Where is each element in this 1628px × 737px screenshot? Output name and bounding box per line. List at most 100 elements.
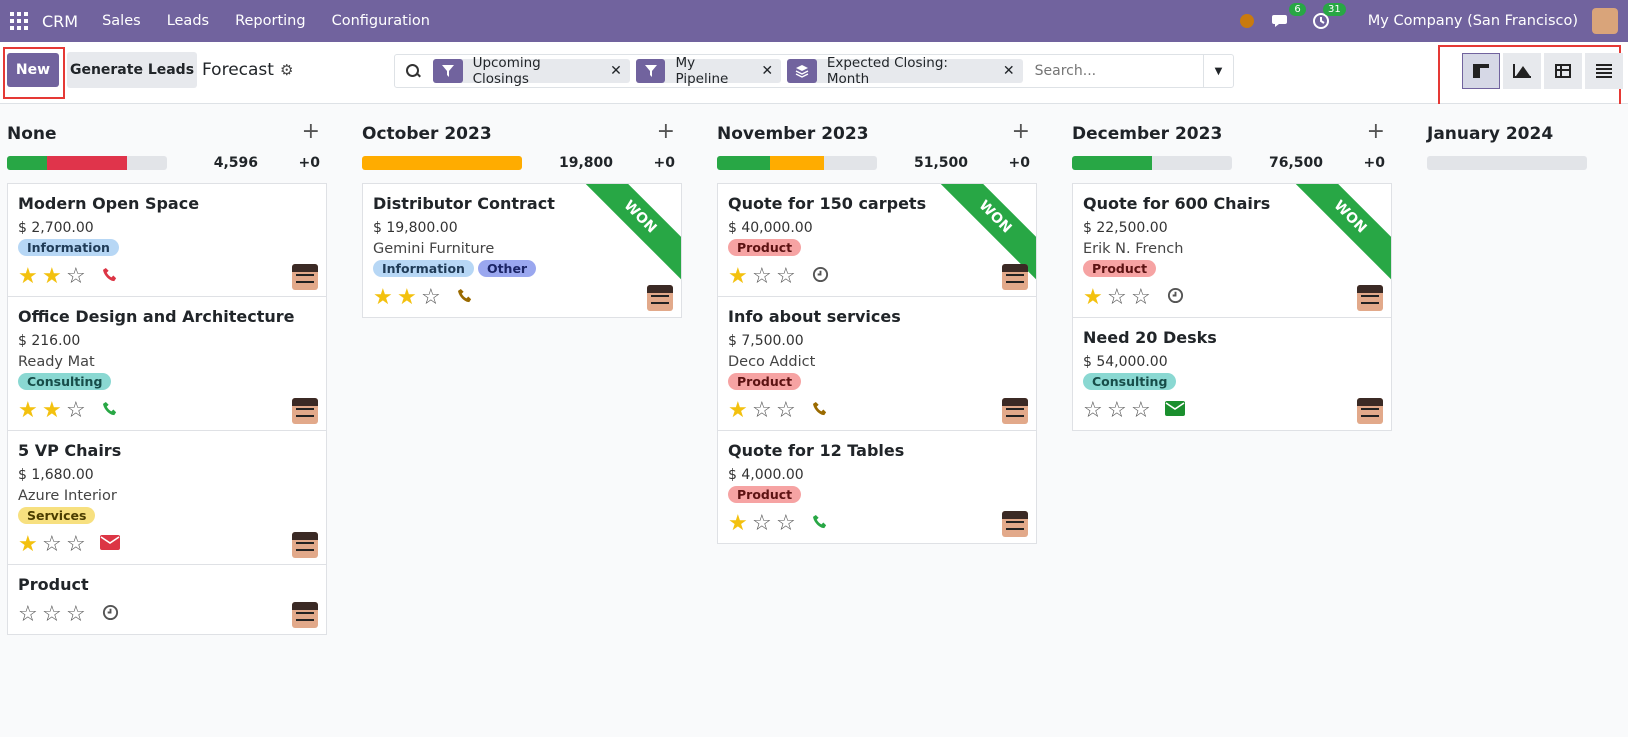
column-title[interactable]: October 2023 — [362, 124, 492, 144]
clock-icon[interactable] — [810, 266, 830, 287]
priority-star-icon[interactable]: ☆ — [776, 263, 796, 289]
envelope-icon[interactable] — [100, 534, 120, 554]
company-switcher[interactable]: My Company (San Francisco) — [1367, 13, 1578, 29]
progress-segment[interactable] — [362, 156, 522, 170]
progress-segment[interactable] — [7, 156, 47, 170]
new-button[interactable]: New — [7, 53, 59, 87]
priority-star-icon[interactable]: ☆ — [18, 601, 38, 627]
phone-icon[interactable] — [810, 401, 830, 420]
messages-icon[interactable]: 6 — [1270, 3, 1306, 32]
phone-icon[interactable] — [100, 267, 120, 286]
priority-star-icon[interactable]: ☆ — [66, 263, 86, 289]
close-icon[interactable]: ✕ — [1002, 63, 1015, 79]
phone-icon[interactable] — [810, 514, 830, 533]
add-card-icon[interactable]: + — [656, 119, 675, 144]
priority-star-icon[interactable]: ☆ — [1107, 397, 1127, 423]
progress-segment[interactable] — [717, 156, 770, 170]
column-progress-bar[interactable] — [1072, 156, 1232, 170]
priority-star-icon[interactable]: ☆ — [752, 263, 772, 289]
phone-icon[interactable] — [455, 288, 475, 307]
priority-star-icon[interactable]: ☆ — [42, 601, 62, 627]
search-icon[interactable] — [405, 63, 421, 79]
menu-sales[interactable]: Sales — [102, 13, 141, 29]
priority-star-icon[interactable]: ★ — [42, 263, 62, 289]
kanban-card[interactable]: Quote for 12 Tables $ 4,000.00 Product ★ ☆ ☆ — [717, 430, 1037, 544]
add-card-icon[interactable]: + — [301, 119, 320, 144]
app-brand[interactable]: CRM — [42, 11, 79, 31]
search-input[interactable] — [1034, 63, 1233, 79]
clock-icon[interactable] — [1165, 287, 1185, 308]
priority-star-icon[interactable]: ★ — [728, 397, 748, 423]
priority-star-icon[interactable]: ★ — [1083, 284, 1103, 310]
column-progress-bar[interactable] — [1427, 156, 1587, 170]
progress-segment[interactable] — [47, 156, 127, 170]
priority-star-icon[interactable]: ☆ — [752, 397, 772, 423]
priority-star-icon[interactable]: ☆ — [1131, 397, 1151, 423]
add-card-icon[interactable]: + — [1011, 119, 1030, 144]
list-view-button[interactable] — [1585, 53, 1623, 89]
pivot-view-button[interactable] — [1544, 53, 1582, 89]
salesperson-avatar[interactable] — [292, 602, 318, 628]
column-title[interactable]: None — [7, 124, 57, 144]
salesperson-avatar[interactable] — [1357, 398, 1383, 424]
priority-star-icon[interactable]: ★ — [397, 284, 417, 310]
graph-view-button[interactable] — [1503, 53, 1541, 89]
activities-clock-icon[interactable]: 31 — [1310, 3, 1346, 32]
kanban-card[interactable]: Office Design and Architecture $ 216.00 Re… — [7, 296, 327, 431]
priority-star-icon[interactable]: ☆ — [776, 397, 796, 423]
priority-star-icon[interactable]: ★ — [373, 284, 393, 310]
priority-star-icon[interactable]: ★ — [18, 397, 38, 423]
column-title[interactable]: November 2023 — [717, 124, 869, 144]
priority-star-icon[interactable]: ★ — [728, 263, 748, 289]
priority-star-icon[interactable]: ☆ — [42, 531, 62, 557]
menu-configuration[interactable]: Configuration — [331, 13, 430, 29]
close-icon[interactable]: ✕ — [761, 63, 774, 79]
clock-icon[interactable] — [100, 604, 120, 625]
salesperson-avatar[interactable] — [1002, 511, 1028, 537]
kanban-card[interactable]: Product ☆ ☆ ☆ — [7, 564, 327, 635]
priority-star-icon[interactable]: ★ — [728, 510, 748, 536]
priority-star-icon[interactable]: ☆ — [421, 284, 441, 310]
salesperson-avatar[interactable] — [292, 264, 318, 290]
column-progress-bar[interactable] — [362, 156, 522, 170]
close-icon[interactable]: ✕ — [610, 63, 622, 79]
column-progress-bar[interactable] — [717, 156, 877, 170]
priority-star-icon[interactable]: ★ — [18, 531, 38, 557]
priority-star-icon[interactable]: ★ — [42, 397, 62, 423]
priority-star-icon[interactable]: ☆ — [1131, 284, 1151, 310]
salesperson-avatar[interactable] — [292, 398, 318, 424]
kanban-card[interactable]: WON Quote for 600 Chairs $ 22,500.00 Erik N… — [1072, 183, 1392, 318]
column-progress-bar[interactable] — [7, 156, 167, 170]
kanban-card[interactable]: Info about services $ 7,500.00 Deco Addict… — [717, 296, 1037, 431]
debug-icon[interactable] — [1239, 14, 1254, 28]
search-options-caret-icon[interactable]: ▼ — [1203, 55, 1233, 87]
salesperson-avatar[interactable] — [1002, 398, 1028, 424]
apps-menu-icon[interactable] — [10, 12, 28, 30]
kanban-card[interactable]: Need 20 Desks $ 54,000.00 Consulting ☆ ☆ ☆ — [1072, 317, 1392, 431]
kanban-card[interactable]: Modern Open Space $ 2,700.00 Information ★ ★… — [7, 183, 327, 297]
progress-segment[interactable] — [769, 156, 825, 170]
priority-star-icon[interactable]: ☆ — [752, 510, 772, 536]
user-avatar[interactable] — [1592, 8, 1618, 34]
salesperson-avatar[interactable] — [292, 532, 318, 558]
priority-star-icon[interactable]: ☆ — [776, 510, 796, 536]
progress-segment[interactable] — [1072, 156, 1152, 170]
priority-star-icon[interactable]: ☆ — [1107, 284, 1127, 310]
priority-star-icon[interactable]: ☆ — [66, 601, 86, 627]
priority-star-icon[interactable]: ☆ — [66, 531, 86, 557]
salesperson-avatar[interactable] — [1357, 285, 1383, 311]
salesperson-avatar[interactable] — [1002, 264, 1028, 290]
phone-icon[interactable] — [100, 401, 120, 420]
priority-star-icon[interactable]: ☆ — [66, 397, 86, 423]
generate-leads-button[interactable]: Generate Leads — [67, 52, 197, 88]
priority-star-icon[interactable]: ★ — [18, 263, 38, 289]
column-title[interactable]: December 2023 — [1072, 124, 1223, 144]
add-card-icon[interactable]: + — [1366, 119, 1385, 144]
kanban-card[interactable]: 5 VP Chairs $ 1,680.00 Azure Interior Servi… — [7, 430, 327, 565]
envelope-icon[interactable] — [1165, 400, 1185, 420]
kanban-card[interactable]: WON Quote for 150 carpets $ 40,000.00 Produ… — [717, 183, 1037, 297]
gear-icon[interactable]: ⚙ — [280, 61, 294, 79]
kanban-view-button[interactable] — [1462, 53, 1500, 89]
menu-reporting[interactable]: Reporting — [235, 13, 306, 29]
priority-star-icon[interactable]: ☆ — [1083, 397, 1103, 423]
